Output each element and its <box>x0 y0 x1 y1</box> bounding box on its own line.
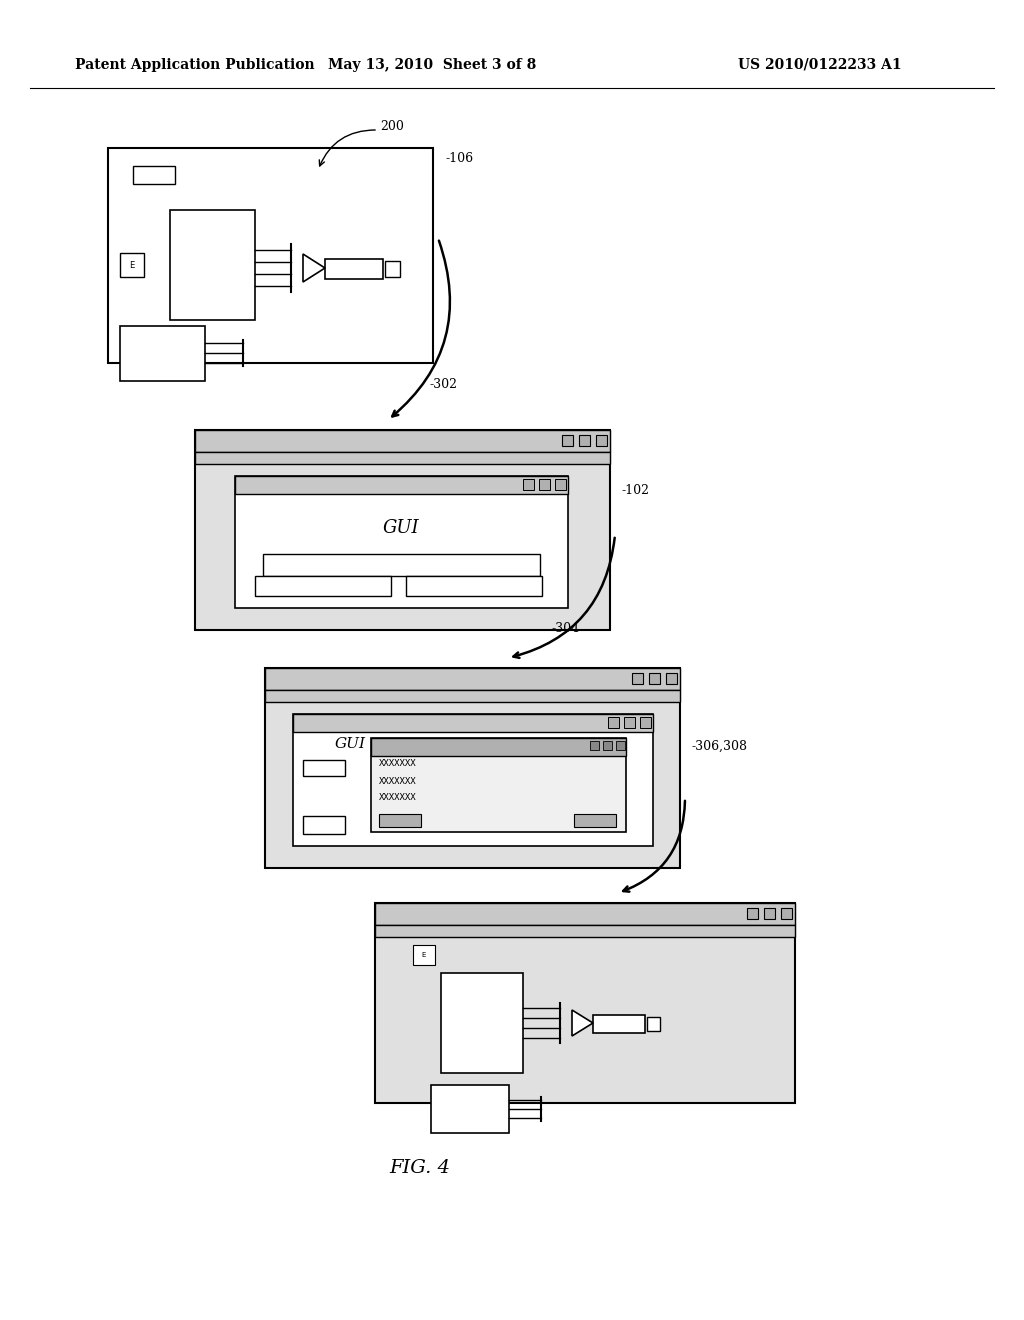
Text: E: E <box>129 260 134 269</box>
Bar <box>371 738 626 756</box>
Bar <box>649 673 660 684</box>
Bar <box>303 760 345 776</box>
Bar <box>375 903 795 1104</box>
Bar <box>293 714 653 733</box>
Bar <box>579 436 590 446</box>
Text: -302: -302 <box>430 379 458 392</box>
Bar <box>108 148 433 363</box>
Text: Patent Application Publication: Patent Application Publication <box>75 58 314 73</box>
Bar <box>375 903 795 925</box>
Text: XXXXXXX: XXXXXXX <box>379 793 417 803</box>
Bar <box>385 261 400 277</box>
Bar <box>120 253 144 277</box>
Text: GUI: GUI <box>335 737 366 751</box>
Bar <box>325 259 383 279</box>
Bar <box>624 717 635 729</box>
Bar <box>263 554 540 576</box>
Bar <box>596 436 607 446</box>
Bar <box>539 479 550 490</box>
Bar <box>195 430 610 451</box>
Bar <box>593 1015 645 1034</box>
Bar <box>640 717 651 729</box>
Text: -106: -106 <box>445 152 473 165</box>
Text: -102: -102 <box>622 483 650 496</box>
Bar <box>574 814 616 828</box>
Bar <box>265 668 680 869</box>
Bar <box>608 717 618 729</box>
Bar <box>441 973 523 1073</box>
Bar <box>293 714 653 846</box>
Bar <box>195 451 610 465</box>
Text: XXXXXXX: XXXXXXX <box>379 776 417 785</box>
Text: US 2010/0122233 A1: US 2010/0122233 A1 <box>738 58 902 73</box>
Bar <box>647 1016 660 1031</box>
Bar <box>120 326 205 381</box>
Bar <box>603 741 612 750</box>
Text: E: E <box>422 952 426 958</box>
Bar <box>781 908 792 919</box>
Bar <box>234 477 568 609</box>
Bar <box>379 814 421 828</box>
Bar <box>133 166 175 183</box>
Bar <box>431 1085 509 1133</box>
Bar <box>413 945 435 965</box>
Text: FIG. 4: FIG. 4 <box>389 1159 451 1177</box>
Bar <box>406 576 542 597</box>
Polygon shape <box>303 253 325 282</box>
Bar <box>555 479 566 490</box>
Bar <box>170 210 255 319</box>
Bar <box>375 925 795 937</box>
Bar <box>255 576 391 597</box>
Bar <box>265 668 680 690</box>
Text: XXXXXXX: XXXXXXX <box>379 759 417 768</box>
Bar <box>764 908 775 919</box>
Bar <box>523 479 534 490</box>
Bar <box>234 477 568 494</box>
Bar <box>371 738 626 832</box>
Bar <box>303 816 345 834</box>
Bar <box>590 741 599 750</box>
Bar <box>666 673 677 684</box>
Text: GUI: GUI <box>383 519 419 537</box>
Bar <box>746 908 758 919</box>
Polygon shape <box>572 1010 593 1036</box>
Bar <box>616 741 625 750</box>
Bar <box>562 436 573 446</box>
Text: -304: -304 <box>552 622 581 635</box>
Bar <box>265 690 680 702</box>
Text: May 13, 2010  Sheet 3 of 8: May 13, 2010 Sheet 3 of 8 <box>328 58 537 73</box>
Bar <box>195 430 610 630</box>
Text: 200: 200 <box>380 120 403 132</box>
Text: -306,308: -306,308 <box>692 739 748 752</box>
Bar <box>632 673 643 684</box>
